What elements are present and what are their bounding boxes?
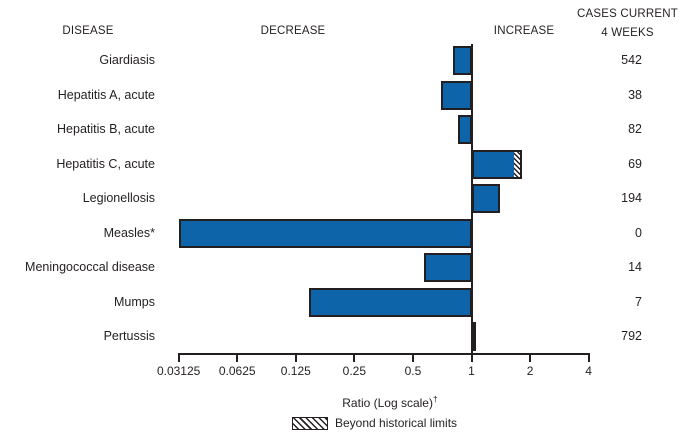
- disease-label: Hepatitis B, acute: [57, 122, 155, 136]
- disease-label: Hepatitis C, acute: [56, 156, 155, 171]
- axis-tick-label: 2: [526, 364, 534, 378]
- legend-hatch-swatch: [292, 416, 328, 430]
- col-header-increase: INCREASE: [493, 25, 555, 37]
- cases-value: 7: [635, 294, 642, 309]
- cases-value: 38: [628, 87, 642, 102]
- axis-tick: [587, 353, 590, 362]
- axis-tick: [177, 353, 180, 362]
- col-header-disease: DISEASE: [62, 25, 114, 37]
- beyond-historical-limits-segment: [513, 151, 520, 177]
- disease-label: Measles*: [103, 225, 155, 240]
- cases-value: 69: [628, 156, 642, 171]
- axis-tick-label: 0.0625: [218, 364, 256, 378]
- legend: Beyond historical limits: [292, 416, 457, 430]
- axis-tick-label: 0.5: [404, 364, 422, 378]
- axis-tick: [294, 353, 297, 362]
- x-axis-title-text: Ratio (Log scale): [342, 396, 433, 410]
- disease-label: Giardiasis: [99, 53, 155, 67]
- axis-tick: [353, 353, 356, 362]
- ratio-bar: [471, 322, 477, 351]
- dagger-footnote-mark: †: [432, 394, 438, 404]
- x-axis-title: Ratio (Log scale)†: [290, 394, 490, 410]
- disease-label: Legionellosis: [82, 191, 155, 205]
- cases-value: 0: [635, 225, 642, 240]
- cases-value: 542: [621, 53, 642, 67]
- disease-label: Meningococcal disease: [25, 260, 155, 274]
- col-header-cases-line2: 4 WEEKS: [601, 27, 654, 39]
- axis-tick-label: 0.03125: [156, 364, 201, 378]
- axis-tick-label: 0.25: [342, 364, 367, 378]
- cases-value: 194: [621, 191, 642, 205]
- ratio-bar: [178, 218, 472, 248]
- legend-label: Beyond historical limits: [335, 416, 458, 430]
- disease-label: Mumps: [114, 294, 155, 309]
- axis-tick: [236, 353, 239, 362]
- ratio-bar: [452, 46, 472, 75]
- ratio-bar: [471, 149, 522, 179]
- col-header-decrease: DECREASE: [260, 25, 326, 37]
- cases-value: 792: [621, 329, 642, 343]
- axis-tick: [529, 353, 532, 362]
- col-header-cases: CASES CURRENT 4 WEEKS: [570, 5, 685, 43]
- disease-label: Pertussis: [103, 329, 155, 343]
- ratio-bar: [308, 287, 472, 317]
- col-header-cases-line1: CASES CURRENT: [576, 8, 678, 20]
- cases-value: 14: [628, 260, 642, 274]
- axis-tick-label: 1: [468, 364, 475, 378]
- ratio-bar: [441, 80, 472, 110]
- axis-tick-label: 0.125: [280, 364, 311, 378]
- axis-tick: [411, 353, 414, 362]
- axis-tick-label: 4: [585, 364, 592, 378]
- disease-label: Hepatitis A, acute: [57, 87, 155, 102]
- ratio-bar: [424, 253, 472, 282]
- ratio-bar: [471, 184, 500, 213]
- axis-tick: [470, 353, 473, 362]
- cases-value: 82: [628, 122, 642, 136]
- ratio-bar: [457, 115, 472, 144]
- x-axis-line: [177, 353, 590, 355]
